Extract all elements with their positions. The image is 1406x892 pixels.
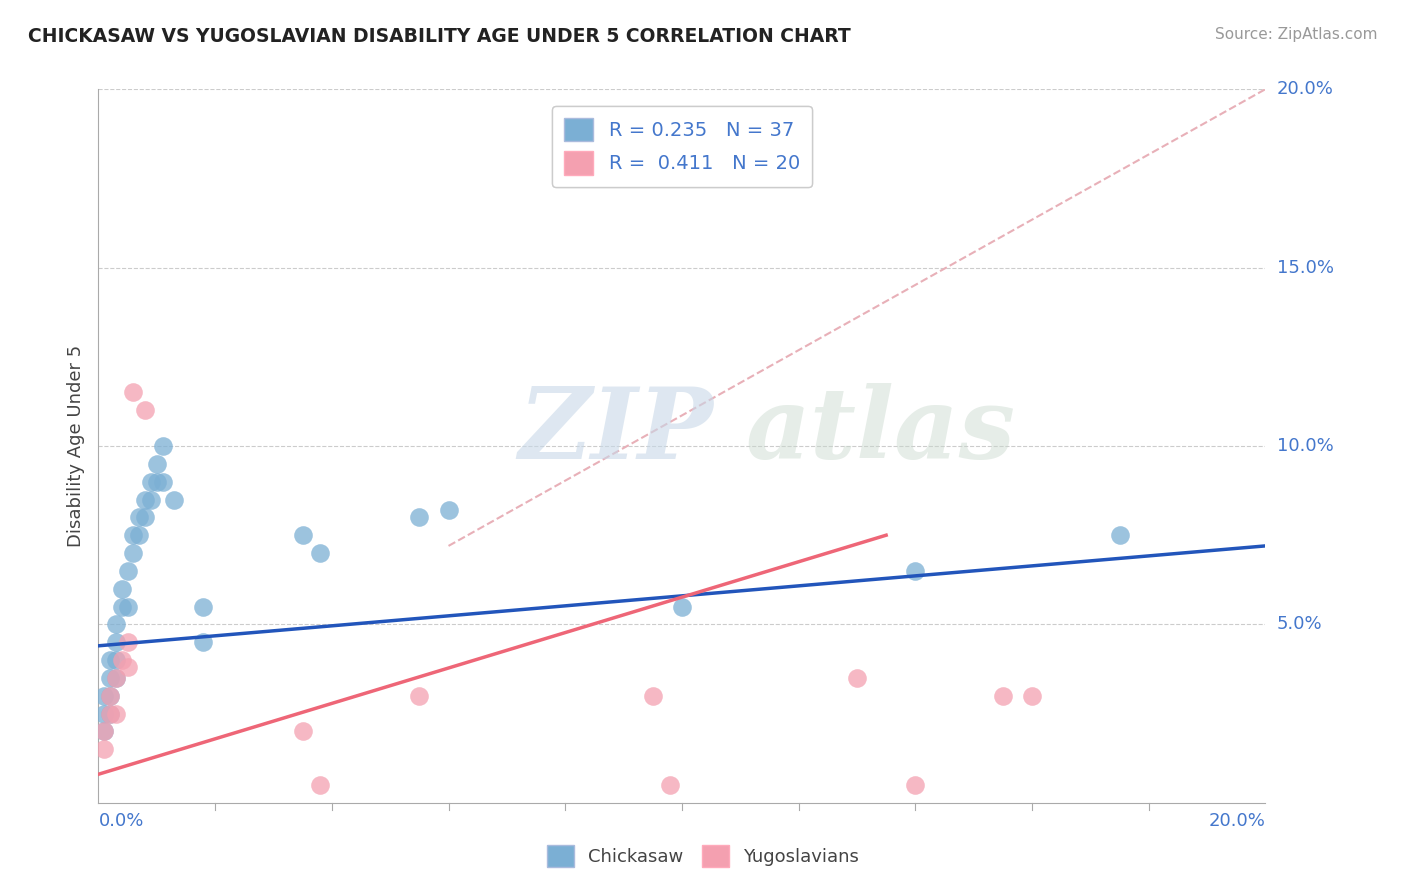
Text: 20.0%: 20.0% — [1277, 80, 1333, 98]
Text: ZIP: ZIP — [519, 384, 713, 480]
Point — [309, 778, 332, 792]
Point — [408, 510, 430, 524]
Point — [117, 660, 139, 674]
Point — [904, 778, 927, 792]
Point — [659, 778, 682, 792]
Point — [98, 689, 121, 703]
Point — [134, 492, 156, 507]
Point — [117, 564, 139, 578]
Text: 0.0%: 0.0% — [98, 812, 143, 830]
Point — [309, 546, 332, 560]
Point — [291, 528, 314, 542]
Point — [146, 475, 169, 489]
Point — [991, 689, 1014, 703]
Point — [671, 599, 693, 614]
Point — [93, 724, 115, 739]
Text: 15.0%: 15.0% — [1277, 259, 1333, 277]
Point — [98, 706, 121, 721]
Point — [98, 706, 121, 721]
Point — [408, 689, 430, 703]
Text: 20.0%: 20.0% — [1209, 812, 1265, 830]
Point — [163, 492, 186, 507]
Point — [98, 689, 121, 703]
Point — [98, 671, 121, 685]
Point — [437, 503, 460, 517]
Point — [128, 510, 150, 524]
Text: Source: ZipAtlas.com: Source: ZipAtlas.com — [1215, 27, 1378, 42]
Point — [845, 671, 868, 685]
Point — [122, 528, 145, 542]
Point — [104, 671, 127, 685]
Point — [98, 653, 121, 667]
Point — [139, 492, 162, 507]
Point — [117, 635, 139, 649]
Point — [104, 635, 127, 649]
Text: atlas: atlas — [747, 384, 1017, 480]
Text: 10.0%: 10.0% — [1277, 437, 1333, 455]
Point — [134, 510, 156, 524]
Point — [1108, 528, 1130, 542]
Point — [291, 724, 314, 739]
Point — [128, 528, 150, 542]
Point — [104, 671, 127, 685]
Legend: Chickasaw, Yugoslavians: Chickasaw, Yugoslavians — [540, 838, 866, 874]
Point — [134, 403, 156, 417]
Point — [152, 475, 174, 489]
Point — [111, 599, 134, 614]
Point — [1021, 689, 1043, 703]
Point — [93, 706, 115, 721]
Point — [139, 475, 162, 489]
Point — [122, 385, 145, 400]
Point — [122, 546, 145, 560]
Point — [904, 564, 927, 578]
Point — [93, 724, 115, 739]
Point — [146, 457, 169, 471]
Y-axis label: Disability Age Under 5: Disability Age Under 5 — [66, 345, 84, 547]
Point — [93, 742, 115, 756]
Text: CHICKASAW VS YUGOSLAVIAN DISABILITY AGE UNDER 5 CORRELATION CHART: CHICKASAW VS YUGOSLAVIAN DISABILITY AGE … — [28, 27, 851, 45]
Point — [111, 653, 134, 667]
Point — [104, 617, 127, 632]
Point — [93, 689, 115, 703]
Legend: R = 0.235   N = 37, R =  0.411   N = 20: R = 0.235 N = 37, R = 0.411 N = 20 — [553, 106, 811, 186]
Point — [104, 706, 127, 721]
Point — [193, 599, 215, 614]
Point — [117, 599, 139, 614]
Point — [111, 582, 134, 596]
Point — [641, 689, 664, 703]
Point — [193, 635, 215, 649]
Text: 5.0%: 5.0% — [1277, 615, 1322, 633]
Point — [104, 653, 127, 667]
Point — [152, 439, 174, 453]
